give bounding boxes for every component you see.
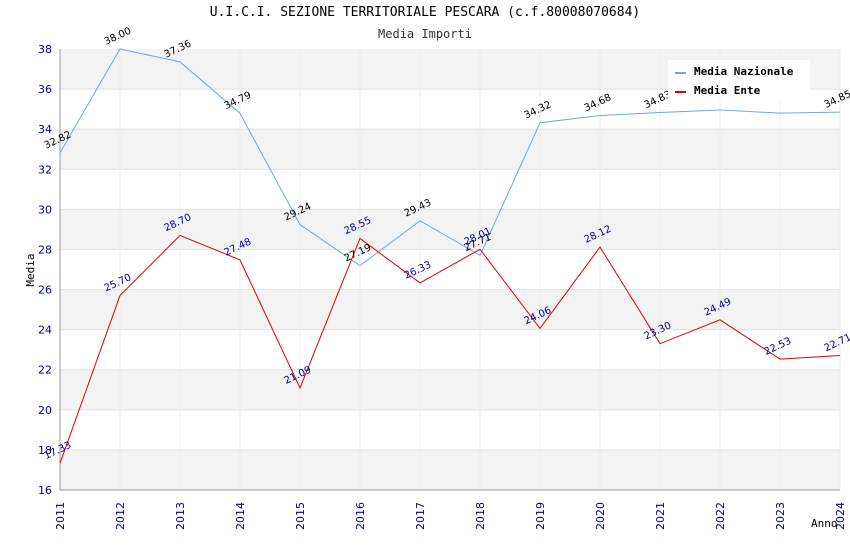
y-axis-ticks: 16 18 20 22 24 26 28 30 32 34 36 38 xyxy=(38,43,52,497)
y-tick-label: 26 xyxy=(38,284,52,297)
x-tick-label: 2017 xyxy=(414,502,427,530)
y-tick-label: 28 xyxy=(38,243,52,256)
x-tick-label: 2012 xyxy=(114,502,127,530)
x-tick-label: 2014 xyxy=(234,502,247,530)
y-tick-label: 18 xyxy=(38,444,52,457)
grid-band xyxy=(60,129,840,170)
series-line-nazionale xyxy=(59,48,841,267)
x-tick-label: 2023 xyxy=(774,502,787,530)
x-tick-label: 2021 xyxy=(654,502,667,530)
x-tick-label: 2013 xyxy=(174,502,187,530)
legend: Media Nazionale Media Ente xyxy=(668,60,810,101)
data-label-nazionale: 34.32 xyxy=(523,99,554,121)
legend-label-nazionale: Media Nazionale xyxy=(694,65,794,78)
data-label-ente: 22.53 xyxy=(763,336,794,358)
y-tick-label: 16 xyxy=(38,484,52,497)
x-axis-title: Anno xyxy=(811,517,838,530)
y-tick-label: 38 xyxy=(38,43,52,56)
grid-band xyxy=(60,369,840,410)
x-tick-label: 2020 xyxy=(594,502,607,530)
x-tick-label: 2016 xyxy=(354,502,367,530)
x-tick-label: 2011 xyxy=(54,502,67,530)
x-tick-label: 2019 xyxy=(534,502,547,530)
x-tick-label: 2018 xyxy=(474,502,487,530)
grid-band xyxy=(60,209,840,250)
y-tick-label: 34 xyxy=(38,123,52,136)
legend-label-ente: Media Ente xyxy=(694,84,761,97)
y-tick-label: 36 xyxy=(38,83,52,96)
data-label-nazionale: 34.68 xyxy=(583,92,614,114)
grid-bands xyxy=(59,49,841,491)
grid-band xyxy=(60,289,840,330)
data-label-nazionale: 38.00 xyxy=(103,26,134,48)
data-label-nazionale: 34.85 xyxy=(823,89,850,111)
chart-title: U.I.C.I. SEZIONE TERRITORIALE PESCARA (c… xyxy=(209,5,641,20)
series-line-ente xyxy=(59,234,841,464)
chart-subtitle: Media Importi xyxy=(378,27,472,41)
y-tick-label: 24 xyxy=(38,324,52,337)
x-tick-label: 2024 xyxy=(834,502,847,530)
x-tick-label: 2022 xyxy=(714,502,727,530)
series-lines xyxy=(59,48,841,464)
y-tick-label: 30 xyxy=(38,203,52,216)
data-label-ente: 22.71 xyxy=(823,332,850,354)
x-tick-label: 2015 xyxy=(294,502,307,530)
y-tick-label: 22 xyxy=(38,364,52,377)
y-tick-label: 32 xyxy=(38,163,52,176)
axes xyxy=(59,49,840,491)
y-tick-label: 20 xyxy=(38,404,52,417)
y-axis-title: Media xyxy=(24,253,37,286)
data-label-nazionale: 34.79 xyxy=(223,90,254,112)
x-axis-ticks: 2011 2012 2013 2014 2015 2016 2017 2018 2019 2020… xyxy=(54,502,847,530)
legend-background xyxy=(668,60,810,101)
grid-band xyxy=(60,449,840,490)
